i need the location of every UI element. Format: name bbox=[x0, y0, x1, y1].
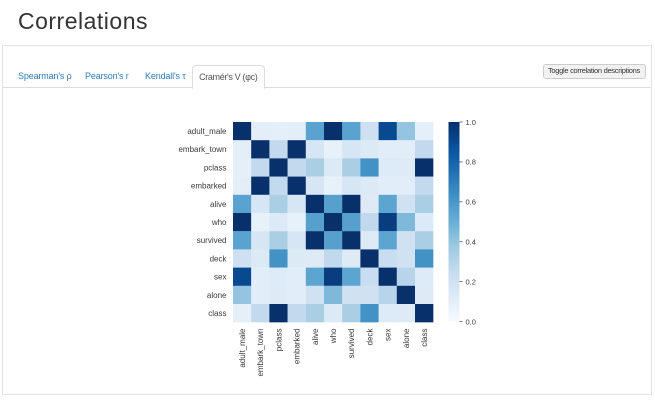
svg-text:survived: survived bbox=[197, 236, 227, 245]
svg-text:0.6: 0.6 bbox=[466, 198, 476, 207]
svg-text:class: class bbox=[420, 329, 429, 347]
svg-text:embarked: embarked bbox=[293, 329, 302, 365]
svg-text:0.8: 0.8 bbox=[466, 158, 476, 167]
svg-text:alive: alive bbox=[311, 328, 320, 345]
svg-text:pclass: pclass bbox=[204, 163, 227, 172]
svg-text:embark_town: embark_town bbox=[178, 145, 226, 154]
svg-text:adult_male: adult_male bbox=[187, 127, 227, 136]
svg-text:alone: alone bbox=[207, 291, 227, 300]
svg-text:pclass: pclass bbox=[274, 329, 283, 352]
svg-text:0.0: 0.0 bbox=[466, 317, 476, 326]
svg-text:survived: survived bbox=[347, 329, 356, 359]
svg-text:embarked: embarked bbox=[191, 182, 227, 191]
svg-text:class: class bbox=[208, 309, 226, 318]
svg-text:deck: deck bbox=[210, 254, 228, 263]
svg-text:alone: alone bbox=[402, 328, 411, 348]
svg-text:adult_male: adult_male bbox=[238, 328, 247, 368]
svg-text:sex: sex bbox=[214, 273, 226, 282]
svg-text:embark_town: embark_town bbox=[256, 329, 265, 377]
svg-text:sex: sex bbox=[384, 329, 393, 341]
svg-text:1.0: 1.0 bbox=[466, 118, 476, 127]
svg-text:who: who bbox=[329, 328, 338, 344]
svg-text:deck: deck bbox=[365, 328, 374, 346]
svg-text:who: who bbox=[211, 218, 227, 227]
svg-text:0.2: 0.2 bbox=[466, 277, 476, 286]
svg-text:0.4: 0.4 bbox=[466, 238, 476, 247]
svg-text:alive: alive bbox=[210, 200, 227, 209]
